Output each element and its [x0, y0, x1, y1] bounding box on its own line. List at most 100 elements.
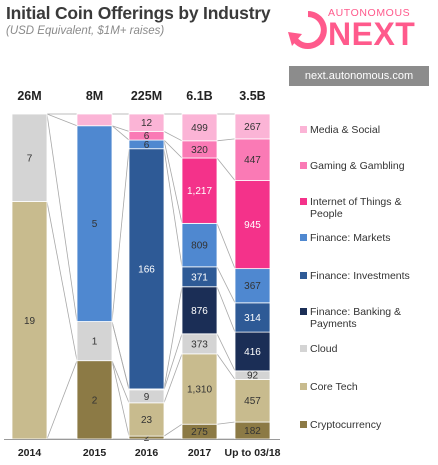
data-label: 373: [191, 339, 208, 350]
legend-label: Finance: Investments: [310, 270, 410, 282]
data-label: 166: [138, 264, 155, 275]
connector-line: [163, 131, 183, 142]
data-label: 416: [244, 347, 261, 358]
website-url[interactable]: next.autonomous.com: [289, 66, 429, 86]
bar-segment: [128, 402, 165, 437]
connector-line: [163, 139, 183, 224]
legend-swatch: [300, 421, 307, 428]
legend-label: Finance: Markets: [310, 232, 391, 244]
total-label: 3.5B: [239, 89, 265, 103]
bar-segment: [234, 113, 271, 140]
data-label: 267: [244, 122, 261, 133]
bar-segment: [234, 180, 271, 270]
connector-line: [163, 333, 183, 390]
bar-segment: [181, 222, 218, 268]
data-label: 6: [144, 140, 150, 151]
data-label: 6: [144, 131, 150, 142]
logo-big-text: NEXT: [328, 16, 416, 52]
data-label: 1: [92, 337, 98, 348]
bar-segment: [11, 113, 48, 202]
connector-line: [216, 286, 236, 333]
bar-segment: [128, 148, 165, 390]
legend-swatch: [300, 126, 307, 133]
legend-label: Cryptocurrency: [310, 419, 382, 431]
total-label: 6.1B: [186, 89, 212, 103]
connector-line: [216, 333, 236, 372]
legend-swatch: [300, 383, 307, 390]
connector-line: [216, 138, 236, 142]
legend-swatch: [300, 272, 307, 279]
connector-line: [163, 286, 183, 390]
data-label: 7: [27, 153, 33, 164]
data-label: 876: [191, 306, 208, 317]
data-label: 457: [244, 396, 261, 407]
data-label: 19: [24, 316, 36, 327]
total-label: 225M: [131, 89, 162, 103]
x-tick-label: 2017: [188, 447, 212, 459]
data-label: 1,310: [187, 385, 212, 396]
legend-swatch: [300, 234, 307, 241]
bar-segment: [76, 321, 113, 362]
legend-swatch: [300, 308, 307, 315]
legend-swatch: [300, 345, 307, 352]
connector-line: [216, 266, 236, 304]
legend-swatch: [300, 198, 307, 205]
bar-segment: [128, 113, 165, 132]
data-label: 367: [244, 281, 261, 292]
connector-line: [163, 139, 183, 159]
connector-line: [111, 148, 130, 322]
data-label: 809: [191, 241, 208, 252]
bar-segment: [234, 268, 271, 304]
legend-swatch: [300, 162, 307, 169]
total-label: 26M: [17, 89, 41, 103]
data-label: 320: [191, 145, 208, 156]
connector-line: [111, 360, 130, 437]
x-tick-label: 2016: [135, 447, 159, 459]
legend-label: Core Tech: [310, 381, 358, 393]
legend-label: Cloud: [310, 343, 338, 355]
bar-segment: [181, 353, 218, 425]
connector-line: [111, 125, 130, 132]
data-label: 9: [144, 392, 150, 403]
connector-line: [163, 423, 183, 437]
bar-segment: [234, 331, 271, 372]
x-tick-label: Up to 03/18: [224, 447, 280, 459]
legend-label: Finance: Banking & Payments: [310, 306, 402, 330]
bar-segment: [76, 360, 113, 440]
data-label: 314: [244, 313, 261, 324]
data-label: 2: [144, 433, 150, 444]
connector-line: [216, 353, 236, 380]
legend-label: Media & Social: [310, 124, 381, 136]
data-label: 275: [191, 427, 208, 438]
x-tick-label: 2015: [83, 447, 107, 459]
connector-line: [46, 113, 78, 127]
bar-segment: [234, 302, 271, 333]
connector-line: [46, 360, 78, 440]
data-label: 371: [191, 272, 208, 283]
total-label: 8M: [86, 89, 103, 103]
connector-line: [216, 157, 236, 181]
connector-line: [46, 113, 78, 322]
bar-segment: [181, 113, 218, 142]
chart-title: Initial Coin Offerings by Industry: [6, 3, 271, 23]
connector-line: [111, 125, 130, 141]
data-label: 2: [92, 395, 98, 406]
connector-line: [111, 321, 130, 390]
x-tick-label: 2014: [18, 447, 42, 459]
connector-line: [46, 201, 78, 361]
data-label: 12: [141, 118, 153, 129]
connector-line: [163, 148, 183, 267]
bar-segment: [11, 201, 48, 440]
circular-arrow-icon: [288, 11, 327, 49]
data-label: 23: [141, 415, 153, 426]
autonomous-next-logo[interactable]: AUTONOMOUS NEXT: [286, 2, 436, 64]
legend-label: Internet of Things & People: [310, 196, 402, 220]
data-label: 182: [244, 426, 261, 437]
data-label: 447: [244, 155, 261, 166]
bar-segment: [181, 157, 218, 224]
data-label: 499: [191, 123, 208, 134]
data-label: 1,217: [187, 186, 212, 197]
data-label: 5: [92, 219, 98, 230]
data-label: 92: [247, 371, 259, 382]
